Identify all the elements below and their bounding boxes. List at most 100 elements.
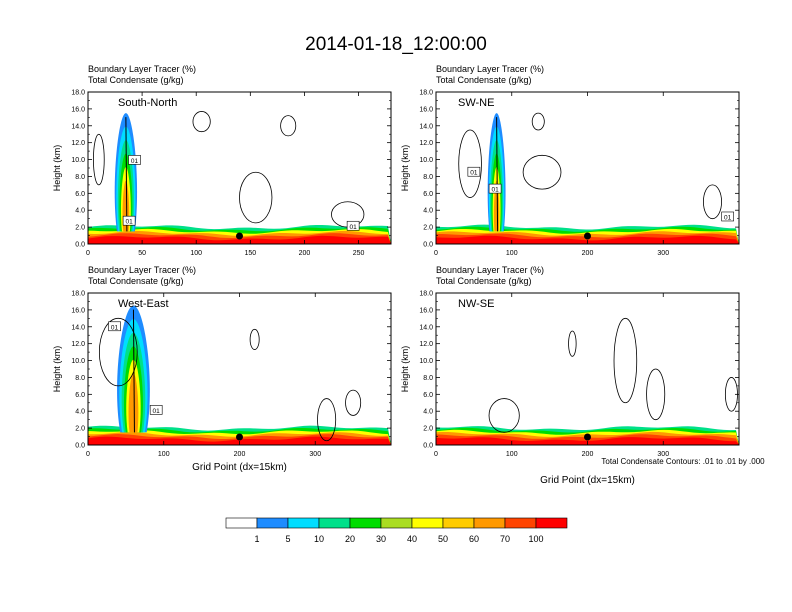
panel-label: NW-SE bbox=[458, 298, 494, 310]
colorbar-label: 10 bbox=[314, 534, 324, 544]
y-tick-label: 16.0 bbox=[419, 106, 433, 113]
panel-label: SW-NE bbox=[458, 97, 494, 109]
panel-header-line: Boundary Layer Tracer (%) bbox=[436, 64, 544, 74]
contour-label-box bbox=[488, 183, 502, 194]
plot-area bbox=[436, 317, 739, 445]
condensate-contour bbox=[317, 398, 337, 442]
contour-label-box bbox=[128, 155, 141, 165]
colorbar-swatch bbox=[442, 517, 475, 529]
y-tick-label: 14.0 bbox=[71, 123, 85, 130]
y-tick-label: 14.0 bbox=[71, 324, 85, 331]
contour-label: 01 bbox=[126, 219, 134, 226]
contour-label-box bbox=[467, 166, 481, 177]
condensate-contour bbox=[646, 368, 666, 421]
colorbar-label: 40 bbox=[407, 534, 417, 544]
contour-label: 01 bbox=[153, 408, 161, 415]
contour-footnote: Total Condensate Contours: .01 to .01 by… bbox=[601, 457, 765, 466]
x-tick-label: 100 bbox=[506, 451, 518, 458]
colorbar-swatch bbox=[504, 517, 537, 529]
colorbar-label: 30 bbox=[376, 534, 386, 544]
y-tick-label: 2.0 bbox=[75, 426, 85, 433]
contour-label: 01 bbox=[491, 187, 499, 194]
tracer-band bbox=[88, 235, 391, 244]
contour-label: 01 bbox=[724, 214, 732, 221]
plot-frame bbox=[435, 292, 740, 446]
y-tick-label: 4.0 bbox=[75, 409, 85, 416]
y-tick-label: 8.0 bbox=[423, 174, 433, 181]
y-tick-label: 16.0 bbox=[71, 307, 85, 314]
y-tick-label: 2.0 bbox=[423, 225, 433, 232]
plot-area: 01 01 bbox=[88, 305, 391, 445]
y-tick-label: 2.0 bbox=[423, 426, 433, 433]
colorbar-label: 50 bbox=[438, 534, 448, 544]
panel-header-line: Boundary Layer Tracer (%) bbox=[436, 265, 544, 275]
colorbar-label: 20 bbox=[345, 534, 355, 544]
condensate-contour bbox=[568, 330, 577, 357]
y-tick-label: 12.0 bbox=[419, 341, 433, 348]
location-marker bbox=[236, 433, 243, 441]
condensate-contour bbox=[613, 317, 638, 404]
contour-label-box bbox=[108, 321, 121, 332]
condensate-contour bbox=[239, 171, 273, 224]
plume-contour bbox=[125, 117, 128, 232]
colorbar-swatch bbox=[535, 517, 568, 529]
y-tick-label: 6.0 bbox=[423, 392, 433, 399]
condensate-contour bbox=[192, 111, 211, 133]
panel-header-line: Total Condensate (g/kg) bbox=[436, 75, 532, 85]
condensate-contour bbox=[531, 112, 545, 131]
panel-nw-se: Boundary Layer Tracer (%)Total Condensat… bbox=[400, 265, 740, 486]
plume-layer bbox=[128, 373, 139, 433]
colorbar-label: 5 bbox=[285, 534, 290, 544]
y-tick-label: 18.0 bbox=[71, 291, 85, 298]
x-axis-label: Grid Point (dx=15km) bbox=[540, 475, 635, 486]
y-tick-label: 18.0 bbox=[419, 291, 433, 298]
condensate-contour bbox=[280, 115, 297, 137]
panel-west-east: Boundary Layer Tracer (%)Total Condensat… bbox=[52, 265, 392, 473]
location-marker bbox=[236, 232, 243, 240]
y-tick-label: 14.0 bbox=[419, 324, 433, 331]
colorbar-swatch bbox=[318, 517, 351, 529]
panel-header-line: Boundary Layer Tracer (%) bbox=[88, 64, 196, 74]
x-tick-label: 250 bbox=[353, 250, 365, 257]
panel-header-line: Total Condensate (g/kg) bbox=[436, 276, 532, 286]
panel-label: West-East bbox=[118, 298, 169, 310]
colorbar: 1 5 10 20 30 40 50 60 70 100 bbox=[225, 517, 568, 544]
x-tick-label: 100 bbox=[190, 250, 202, 257]
contour-label-box bbox=[122, 215, 136, 226]
figure-title: 2014-01-18_12:00:00 bbox=[305, 34, 487, 55]
x-tick-label: 200 bbox=[299, 250, 311, 257]
y-tick-label: 16.0 bbox=[419, 307, 433, 314]
condensate-contour bbox=[458, 129, 482, 198]
x-tick-label: 300 bbox=[657, 451, 669, 458]
y-tick-label: 6.0 bbox=[75, 191, 85, 198]
plume-contour bbox=[496, 117, 499, 232]
colorbar-swatch bbox=[256, 517, 289, 529]
condensate-contour bbox=[488, 398, 520, 433]
y-tick-label: 4.0 bbox=[423, 208, 433, 215]
y-tick-label: 12.0 bbox=[71, 341, 85, 348]
colorbar-swatch bbox=[287, 517, 320, 529]
contour-label: 01 bbox=[470, 170, 478, 177]
x-tick-label: 0 bbox=[86, 250, 90, 257]
x-tick-label: 50 bbox=[138, 250, 146, 257]
condensate-contour bbox=[702, 184, 722, 220]
colorbar-swatch bbox=[473, 517, 506, 529]
x-tick-label: 0 bbox=[434, 451, 438, 458]
contour-label-box bbox=[721, 211, 734, 222]
y-tick-label: 12.0 bbox=[419, 140, 433, 147]
plot-area: 01 01 01 bbox=[88, 111, 391, 244]
contour-label: 01 bbox=[350, 224, 358, 231]
x-axis-label: Grid Point (dx=15km) bbox=[192, 462, 287, 473]
y-tick-label: 2.0 bbox=[75, 225, 85, 232]
panel-header-line: Total Condensate (g/kg) bbox=[88, 75, 184, 85]
condensate-contour bbox=[345, 389, 362, 416]
colorbar-label: 70 bbox=[500, 534, 510, 544]
contour-label-box bbox=[149, 405, 163, 415]
y-tick-label: 14.0 bbox=[419, 123, 433, 130]
y-tick-label: 8.0 bbox=[75, 174, 85, 181]
y-tick-label: 0.0 bbox=[423, 242, 433, 249]
y-tick-label: 18.0 bbox=[71, 90, 85, 97]
panel-south-north: Boundary Layer Tracer (%)Total Condensat… bbox=[52, 64, 392, 257]
panel-sw-ne: Boundary Layer Tracer (%)Total Condensat… bbox=[400, 64, 740, 257]
